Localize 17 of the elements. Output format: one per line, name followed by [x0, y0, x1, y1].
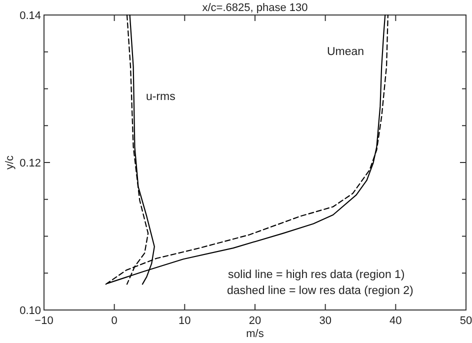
annotation: dashed line = low res data (region 2) — [227, 285, 414, 297]
x-tick-label: 10 — [178, 315, 191, 327]
x-tick-label: 20 — [248, 315, 262, 327]
annotation: Umean — [327, 46, 364, 58]
y-axis-title: y/c — [4, 154, 16, 170]
x-tick-label: 0 — [111, 315, 118, 327]
y-tick-label: 0.10 — [20, 305, 41, 317]
annotation: u-rms — [146, 91, 176, 103]
annotation: solid line = high res data (region 1) — [228, 269, 405, 281]
chart-title: x/c=.6825, phase 130 — [202, 2, 308, 14]
x-tick-label: −10 — [34, 315, 54, 327]
x-tick-label: 50 — [460, 315, 472, 327]
x-tick-label: 30 — [319, 315, 332, 327]
x-tick-label: 40 — [390, 315, 402, 327]
y-tick-label: 0.14 — [20, 10, 41, 22]
y-tick-label: 0.12 — [20, 158, 41, 170]
x-axis-title: m/s — [246, 328, 264, 340]
